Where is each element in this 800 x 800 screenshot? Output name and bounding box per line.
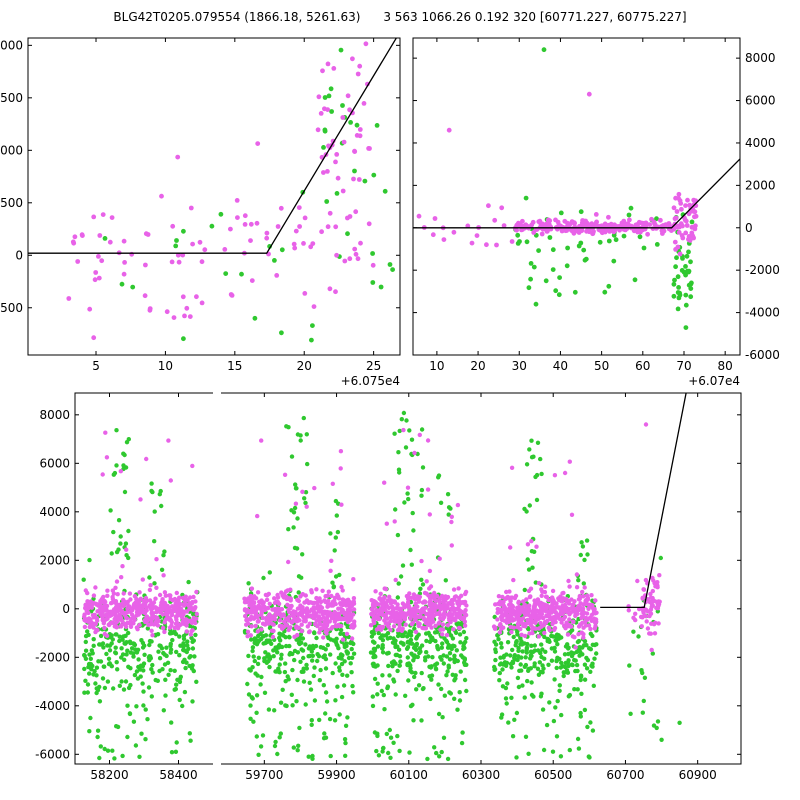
y-tick-label: 0	[62, 602, 70, 616]
x-tick-label: 5	[92, 359, 100, 373]
figure-title: BLG42T0205.079554 (1866.18, 5261.63) 3 5…	[113, 10, 687, 24]
axes-spines	[412, 37, 741, 356]
y-tick-label: 0	[15, 248, 23, 262]
y-tick-label: 6000	[745, 94, 776, 108]
tick-marks	[413, 38, 740, 356]
x-tick-label: 30	[512, 359, 527, 373]
x-axis-offset-label: +6.07e4	[688, 374, 740, 388]
x-axis-offset-label: +6.075e4	[341, 374, 400, 388]
x-tick-label: 10	[158, 359, 173, 373]
y-tick-label: -500	[0, 301, 23, 315]
y-tick-label: 4000	[745, 136, 776, 150]
y-tick-label: 2000	[0, 38, 23, 52]
x-tick-label: 10	[429, 359, 444, 373]
fit-line	[28, 38, 398, 254]
fit-line	[600, 393, 687, 609]
x-tick-label: 60100	[390, 768, 428, 782]
x-tick-label: 60500	[534, 768, 572, 782]
x-tick-label: 60	[635, 359, 650, 373]
x-tick-label: 60900	[679, 768, 717, 782]
x-tick-label: 70	[676, 359, 691, 373]
y-tick-label: 6000	[39, 456, 70, 470]
y-tick-label: -2000	[745, 263, 780, 277]
y-tick-label: -6000	[745, 348, 780, 362]
y-tick-label: 8000	[39, 408, 70, 422]
x-tick-label: 80	[718, 359, 733, 373]
x-tick-label: 20	[297, 359, 312, 373]
x-tick-label: 15	[227, 359, 242, 373]
fit-line	[413, 158, 740, 229]
tick-labels: 10 20 30 40 50 60 70 80 -6000 -4000 -2000 0 2000 4000…	[429, 51, 780, 388]
y-tick-label: 4000	[39, 505, 70, 519]
subplot-bottom-left: 58200 58400 -6000 -4000 -2000 0 2000 4000 6000 80…	[35, 392, 213, 782]
tick-marks	[75, 393, 179, 764]
tick-labels: 59700 59900 60100 60300 60500 60700 60900	[245, 768, 717, 782]
x-tick-label: 59900	[317, 768, 355, 782]
x-tick-label: 50	[594, 359, 609, 373]
axes-spines	[74, 392, 213, 765]
axes-spines	[27, 37, 401, 356]
y-tick-label: -2000	[35, 650, 70, 664]
y-tick-label: -6000	[35, 747, 70, 761]
scatter-points	[242, 410, 682, 762]
x-tick-label: 60300	[462, 768, 500, 782]
scatter-points	[416, 47, 699, 330]
y-tick-label: 8000	[745, 51, 776, 65]
subplot-top-right: 10 20 30 40 50 60 70 80 -6000 -4000 -2000 0 2000 4000…	[412, 37, 780, 388]
x-tick-label: 20	[470, 359, 485, 373]
x-tick-label: 58200	[90, 768, 128, 782]
x-tick-label: 58400	[159, 768, 197, 782]
x-tick-label: 40	[553, 359, 568, 373]
x-tick-label: 59700	[245, 768, 283, 782]
tick-labels: 58200 58400 -6000 -4000 -2000 0 2000 4000 6000 80…	[35, 408, 197, 782]
y-tick-label: -4000	[745, 306, 780, 320]
y-tick-label: 1500	[0, 91, 23, 105]
tick-marks	[28, 38, 400, 355]
y-tick-label: 2000	[745, 178, 776, 192]
subplot-top-left: 5 10 15 20 25 -500 0 500 1000 1500 2000 +6.075e4	[0, 37, 401, 388]
y-tick-label: -4000	[35, 699, 70, 713]
y-tick-label: 1000	[0, 143, 23, 157]
subplot-bottom-right: 59700 59900 60100 60300 60500 60700 60900	[221, 392, 742, 782]
y-tick-label: 500	[0, 196, 23, 210]
tick-labels: 5 10 15 20 25 -500 0 500 1000 1500 2000 +6.075e4	[0, 38, 400, 388]
scatter-points	[66, 41, 395, 343]
x-tick-label: 60700	[606, 768, 644, 782]
x-tick-label: 25	[366, 359, 381, 373]
tick-marks	[263, 393, 741, 764]
y-tick-label: 0	[745, 221, 753, 235]
scatter-points	[81, 428, 200, 761]
axes-spines	[221, 392, 742, 765]
y-tick-label: 2000	[39, 553, 70, 567]
